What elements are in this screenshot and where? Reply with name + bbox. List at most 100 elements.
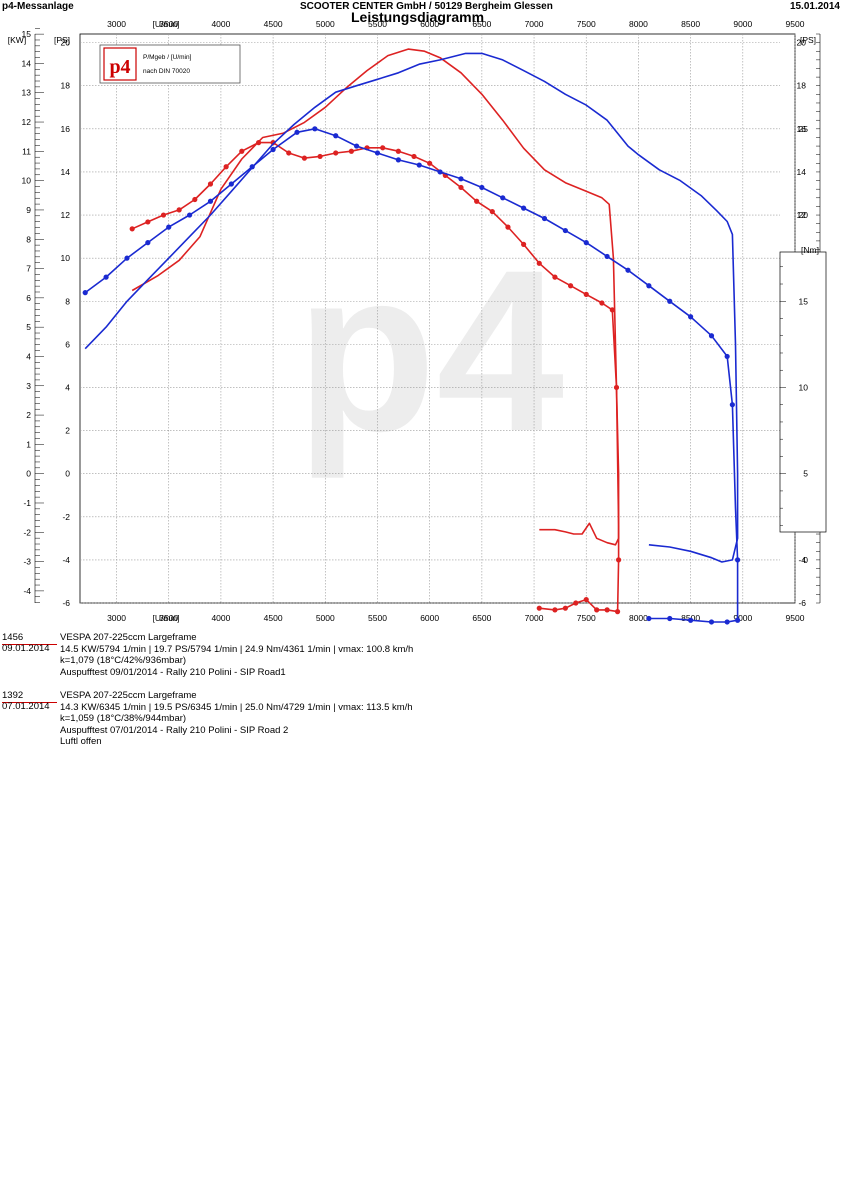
ps-axis-label-left: [PS]	[54, 35, 70, 45]
torque-point-1456	[301, 155, 308, 161]
x-tick-label-bottom: 5500	[368, 613, 387, 623]
x-tick-label-bottom: 3000	[107, 613, 126, 623]
kw-tick-label: -3	[23, 557, 31, 567]
run-vehicle: VESPA 207-225ccm Largeframe	[60, 632, 197, 643]
ps-tick-label-left: 0	[65, 469, 70, 479]
kw-tick-label: 5	[26, 322, 31, 332]
torque-point-1456	[160, 212, 167, 218]
torque-point-1392	[166, 224, 172, 230]
torque-point-1392	[294, 129, 300, 135]
nm-axis-label: [Nm]	[801, 245, 819, 255]
ps-tick-label-left: 14	[61, 167, 71, 177]
x-axis-label-bottom: [U/min]	[153, 613, 180, 623]
kw-tick-label: 11	[22, 146, 31, 156]
torque-point-1456	[536, 605, 542, 611]
run-date: 09.01.2014	[2, 643, 50, 654]
torque-point-1456	[255, 140, 262, 146]
torque-point-1456	[333, 150, 339, 156]
ps-tick-label-right: 20	[797, 38, 807, 48]
torque-point-1392	[604, 253, 610, 260]
ps-tick-label-right: -6	[798, 598, 806, 608]
kw-tick-label: 15	[22, 29, 32, 39]
run-vehicle: VESPA 207-225ccm Largeframe	[60, 690, 197, 701]
x-tick-label-bottom: 4000	[211, 613, 230, 623]
torque-point-1456	[427, 160, 433, 166]
torque-point-1392	[625, 267, 631, 273]
kw-tick-label: 12	[22, 117, 32, 127]
torque-point-1456	[286, 150, 292, 156]
nm-axis-box	[779, 251, 827, 533]
run-details: VESPA 207-225ccm Largeframe 14.3 KW/6345…	[60, 690, 413, 748]
torque-point-1456	[613, 384, 620, 391]
torque-point-1456	[380, 145, 386, 151]
torque-point-1392	[562, 227, 568, 234]
x-tick-label-bottom: 5000	[316, 613, 335, 623]
report-date: 15.01.2014	[789, 1, 840, 12]
ps-tick-label-left: 12	[61, 210, 71, 220]
kw-tick-label: -4	[23, 586, 31, 596]
torque-point-1392	[667, 615, 673, 622]
torque-point-1456	[145, 219, 151, 225]
x-tick-label-bottom: 6500	[472, 613, 491, 623]
torque-point-1456	[614, 609, 621, 615]
torque-point-1392	[521, 205, 527, 211]
nm-tick-label: 25	[799, 124, 809, 134]
torque-point-1392	[734, 557, 741, 563]
x-tick-label-top: 3500	[159, 19, 178, 29]
torque-point-1456	[552, 274, 558, 280]
torque-point-1456	[536, 260, 542, 266]
x-tick-label-bottom: 4500	[264, 613, 283, 623]
kw-tick-label: 4	[26, 351, 31, 361]
page-title: Leistungsdiagramm	[351, 9, 485, 25]
torque-point-1456	[239, 148, 245, 154]
ps-tick-label-left: -2	[62, 512, 70, 522]
run-entry-1456: 1456 09.01.2014 VESPA 207-225ccm Largefr…	[0, 632, 849, 690]
torque-point-1456	[192, 196, 198, 203]
kw-tick-label: 7	[26, 264, 31, 274]
torque-point-1392	[103, 274, 109, 280]
torque-point-1456	[604, 607, 610, 613]
kw-tick-label: -2	[23, 527, 31, 537]
p4-logo	[103, 47, 137, 81]
x-tick-label-bottom: 7500	[577, 613, 596, 623]
torque-point-1392	[646, 615, 652, 622]
torque-point-1392	[312, 126, 318, 132]
nm-tick-label: 10	[799, 382, 809, 392]
torque-point-1392	[729, 402, 735, 408]
legend-line-2: nach DIN 70020	[143, 68, 190, 75]
run-date: 07.01.2014	[2, 701, 50, 712]
run-id: 1392	[2, 690, 57, 703]
x-tick-label-top: 3000	[107, 19, 126, 29]
ps-tick-label-left: 20	[61, 38, 71, 48]
kw-tick-label: 13	[22, 88, 32, 98]
x-tick-label-top: 8500	[681, 19, 700, 29]
x-tick-label-bottom: 6000	[420, 613, 439, 623]
torque-point-1392	[249, 164, 255, 170]
kw-tick-label: 2	[26, 410, 31, 420]
run-note: Auspufftest 09/01/2014 - Rally 210 Polin…	[60, 666, 286, 678]
run-summary: 14.3 KW/6345 1/min | 19.5 PS/6345 1/min …	[60, 701, 413, 713]
x-tick-label-top: 9500	[786, 19, 805, 29]
torque-point-1392	[186, 212, 193, 218]
x-tick-label-top: 6000	[420, 19, 439, 29]
torque-point-1456	[411, 153, 417, 160]
kw-tick-label: 1	[26, 439, 31, 449]
company-name: SCOOTER CENTER GmbH / 50129 Bergheim Gle…	[300, 1, 553, 12]
torque-point-1392	[583, 240, 589, 246]
x-tick-label-top: 6500	[472, 19, 491, 29]
ps-tick-label-right: 12	[797, 210, 807, 220]
x-tick-label-top: 8000	[629, 19, 648, 29]
torque-point-1456	[573, 600, 579, 606]
ps-tick-label-left: 4	[65, 382, 70, 392]
ps-tick-label-left: 18	[61, 81, 71, 91]
torque-point-1456	[594, 607, 600, 613]
kw-tick-label: 10	[22, 176, 32, 186]
ps-tick-label-left: -6	[62, 598, 70, 608]
x-tick-label-top: 9000	[733, 19, 752, 29]
x-tick-label-top: 4000	[211, 19, 230, 29]
torque-point-1456	[458, 184, 464, 191]
legend-box: p4 P/Mgeb / [U/min] nach DIN 70020	[99, 44, 241, 84]
x-tick-label-bottom: 8000	[629, 613, 648, 623]
torque-point-1392	[458, 176, 464, 182]
p4-logo-text: p4	[109, 56, 130, 78]
